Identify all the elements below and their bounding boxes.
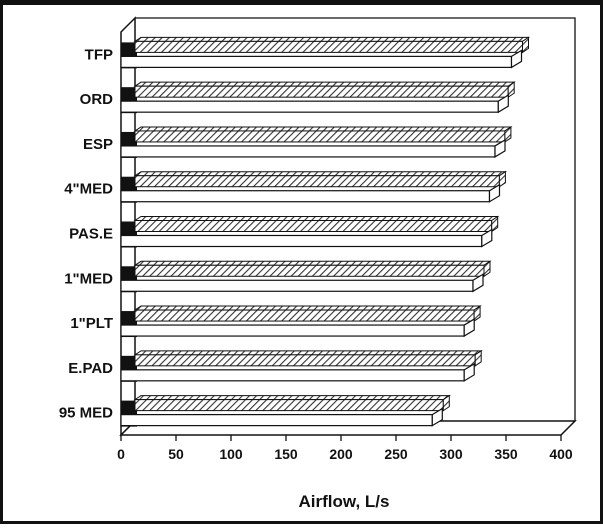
category-label: 1"MED	[64, 270, 113, 287]
bar-back-end	[474, 349, 482, 367]
bar-back-top	[133, 126, 513, 132]
category-label: 1"PLT	[70, 315, 113, 332]
x-tick-label: 200	[329, 446, 353, 462]
bar-back	[134, 85, 509, 98]
bar-back-end	[504, 126, 512, 143]
bar-front-end	[488, 183, 501, 203]
bar-back-top	[133, 171, 508, 177]
bar-front	[120, 324, 465, 337]
x-tick-label: 100	[219, 446, 243, 462]
bar-back	[134, 175, 500, 188]
bar-back	[134, 309, 475, 322]
category-label: ESP	[83, 136, 113, 153]
x-tick-label: 250	[384, 446, 408, 462]
bar-front	[120, 414, 433, 427]
bar-front-end	[497, 94, 509, 114]
bar-front-end	[510, 49, 523, 69]
bar-back-top	[133, 260, 492, 266]
bar-back-top	[133, 395, 451, 401]
axis-layer: TFP ORD ESP 4"MED PAS.E 1"MED 1"PLT E.PAD 95 MED…	[59, 46, 573, 462]
bar-back-end	[442, 394, 450, 412]
bar-back	[134, 130, 506, 143]
bar-front	[120, 55, 513, 68]
bar-front-end	[494, 138, 506, 159]
x-tick-label: 150	[274, 446, 298, 462]
category-label: E.PAD	[68, 360, 113, 377]
category-label: 4"MED	[64, 181, 113, 198]
bar-front	[120, 234, 483, 248]
bar-back-end	[473, 305, 481, 322]
x-axis-title: Airflow, L/s	[299, 492, 390, 511]
bar-back-top	[133, 36, 531, 42]
x-tick-label: 300	[439, 446, 463, 462]
bar-back	[134, 354, 476, 367]
category-label: 95 MED	[59, 405, 113, 422]
bar-front-end	[463, 362, 475, 382]
bar-front-end	[463, 317, 475, 338]
category-label: TFP	[85, 46, 113, 63]
bar-back	[134, 264, 485, 277]
bar-back-end	[491, 215, 499, 233]
bar-back-end	[498, 170, 506, 188]
bar-back-top	[133, 305, 482, 311]
bar-back-top	[133, 81, 516, 87]
bar-back-top	[133, 216, 500, 221]
x-tick-label: 0	[117, 446, 125, 462]
bar-back	[134, 40, 523, 53]
bar-back-end	[522, 36, 529, 54]
bar-back	[134, 220, 493, 232]
bar-back-end	[483, 260, 491, 278]
category-label: PAS.E	[69, 226, 113, 243]
bar-front-end	[472, 273, 484, 293]
x-tick-label: 400	[549, 446, 573, 462]
back-wall	[135, 17, 576, 421]
bar-back-end	[507, 81, 515, 99]
bar-front	[120, 100, 499, 113]
bar-layer	[120, 36, 531, 427]
bar-back-top	[133, 350, 483, 356]
bar-front	[120, 190, 491, 203]
x-tick-label: 350	[494, 446, 518, 462]
bar-back	[134, 399, 444, 412]
bar-front-end	[481, 228, 493, 248]
bar-front-end	[431, 407, 443, 427]
bar-front	[120, 279, 474, 292]
x-tick-label: 50	[168, 446, 184, 462]
airflow-bar-chart: TFP ORD ESP 4"MED PAS.E 1"MED 1"PLT E.PAD 95 MED…	[59, 16, 577, 511]
bar-front	[120, 369, 465, 382]
bar-front	[120, 145, 496, 158]
category-label: ORD	[80, 91, 114, 108]
